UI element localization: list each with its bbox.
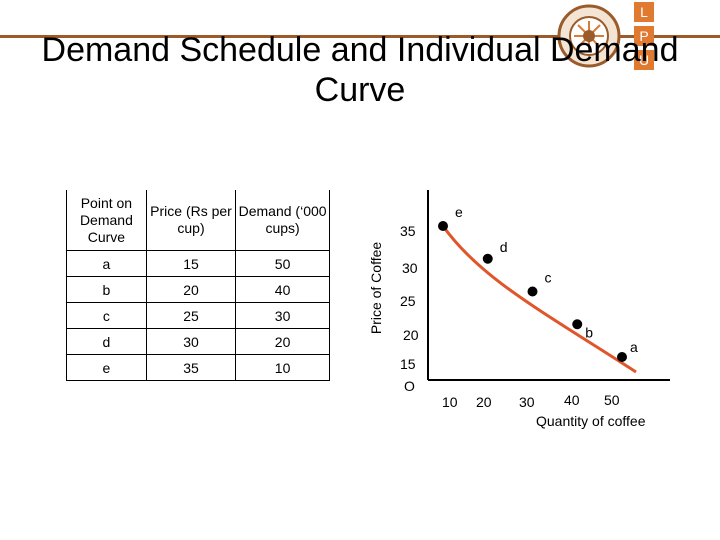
demand-schedule-table: Point on Demand Curve Price (Rs per cup)…	[66, 190, 330, 381]
table-row: d 30 20	[66, 328, 330, 355]
x-tick-label: 10	[442, 394, 458, 410]
y-tick-label: 30	[402, 260, 418, 276]
data-point-c	[527, 286, 538, 297]
header-demand: Demand (‘000 cups)	[235, 190, 330, 251]
table-header-row: Point on Demand Curve Price (Rs per cup)…	[66, 190, 330, 251]
y-axis-label: Price of Coffee	[368, 242, 384, 335]
x-tick-label: 40	[564, 392, 580, 408]
table-cell: 20	[235, 328, 330, 355]
table-cell: 50	[235, 250, 330, 277]
svg-text:U: U	[639, 52, 649, 68]
table-cell: 20	[146, 276, 237, 303]
table-cell: e	[66, 354, 147, 381]
title-accent-bar	[0, 35, 720, 38]
y-tick-label: 20	[403, 327, 419, 343]
table-row: c 25 30	[66, 302, 330, 329]
table-cell: d	[66, 328, 147, 355]
x-axis-label: Quantity of coffee	[536, 413, 646, 429]
point-label-a: a	[630, 339, 638, 355]
table-cell: 30	[235, 302, 330, 329]
header-price: Price (Rs per cup)	[146, 190, 237, 251]
data-point-d	[482, 253, 493, 264]
page-title: Demand Schedule and Individual Demand Cu…	[41, 31, 679, 109]
y-tick-label: 35	[400, 223, 416, 239]
table-cell: a	[66, 250, 147, 277]
table-cell: 35	[146, 354, 237, 381]
x-tick-label: 50	[604, 392, 620, 408]
point-label-b: b	[585, 324, 593, 340]
data-point-b	[572, 319, 583, 330]
header-point: Point on Demand Curve	[66, 190, 147, 251]
demand-curve-line	[441, 225, 637, 374]
table-row: e 35 10	[66, 354, 330, 381]
table-cell: 10	[235, 354, 330, 381]
table-row: b 20 40	[66, 276, 330, 303]
table-cell: 15	[146, 250, 237, 277]
table-cell: 30	[146, 328, 237, 355]
svg-text:P: P	[639, 28, 648, 44]
x-tick-label: 30	[519, 394, 535, 410]
point-label-d: d	[500, 239, 508, 255]
svg-text:L: L	[640, 4, 648, 20]
data-point-a	[617, 352, 627, 362]
table-cell: c	[66, 302, 147, 329]
point-label-c: c	[545, 270, 552, 286]
y-tick-label: 15	[400, 356, 416, 372]
table-cell: b	[66, 276, 147, 303]
table-cell: 40	[235, 276, 330, 303]
y-tick-label: 25	[400, 293, 416, 309]
x-tick-label: 20	[476, 394, 492, 410]
data-point-e	[438, 221, 448, 231]
point-label-e: e	[455, 204, 463, 220]
origin-label: O	[404, 378, 415, 394]
table-cell: 25	[146, 302, 237, 329]
table-row: a 15 50	[66, 250, 330, 277]
university-logo: L P U	[557, 2, 654, 70]
